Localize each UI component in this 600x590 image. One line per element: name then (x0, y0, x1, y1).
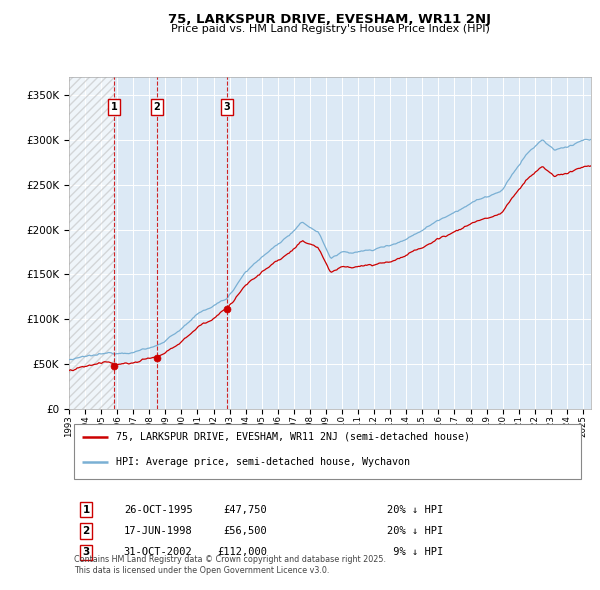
Text: 3: 3 (83, 548, 90, 558)
Text: Contains HM Land Registry data © Crown copyright and database right 2025.
This d: Contains HM Land Registry data © Crown c… (74, 555, 386, 575)
Text: 20% ↓ HPI: 20% ↓ HPI (388, 526, 443, 536)
Text: Price paid vs. HM Land Registry's House Price Index (HPI): Price paid vs. HM Land Registry's House … (170, 24, 490, 34)
Text: HPI: Average price, semi-detached house, Wychavon: HPI: Average price, semi-detached house,… (116, 457, 410, 467)
Text: 31-OCT-2002: 31-OCT-2002 (124, 548, 193, 558)
Text: 75, LARKSPUR DRIVE, EVESHAM, WR11 2NJ: 75, LARKSPUR DRIVE, EVESHAM, WR11 2NJ (169, 13, 491, 26)
Text: 2: 2 (154, 102, 160, 112)
Text: 3: 3 (224, 102, 230, 112)
Text: 1: 1 (83, 504, 90, 514)
Text: 26-OCT-1995: 26-OCT-1995 (124, 504, 193, 514)
Text: 1: 1 (111, 102, 118, 112)
Text: 9% ↓ HPI: 9% ↓ HPI (388, 548, 443, 558)
Text: £56,500: £56,500 (224, 526, 268, 536)
Text: 20% ↓ HPI: 20% ↓ HPI (388, 504, 443, 514)
Text: £112,000: £112,000 (217, 548, 268, 558)
Text: 75, LARKSPUR DRIVE, EVESHAM, WR11 2NJ (semi-detached house): 75, LARKSPUR DRIVE, EVESHAM, WR11 2NJ (s… (116, 432, 470, 442)
Text: £47,750: £47,750 (224, 504, 268, 514)
Text: 17-JUN-1998: 17-JUN-1998 (124, 526, 193, 536)
Text: 2: 2 (83, 526, 90, 536)
Bar (69, 77, 114, 409)
FancyBboxPatch shape (74, 424, 581, 479)
